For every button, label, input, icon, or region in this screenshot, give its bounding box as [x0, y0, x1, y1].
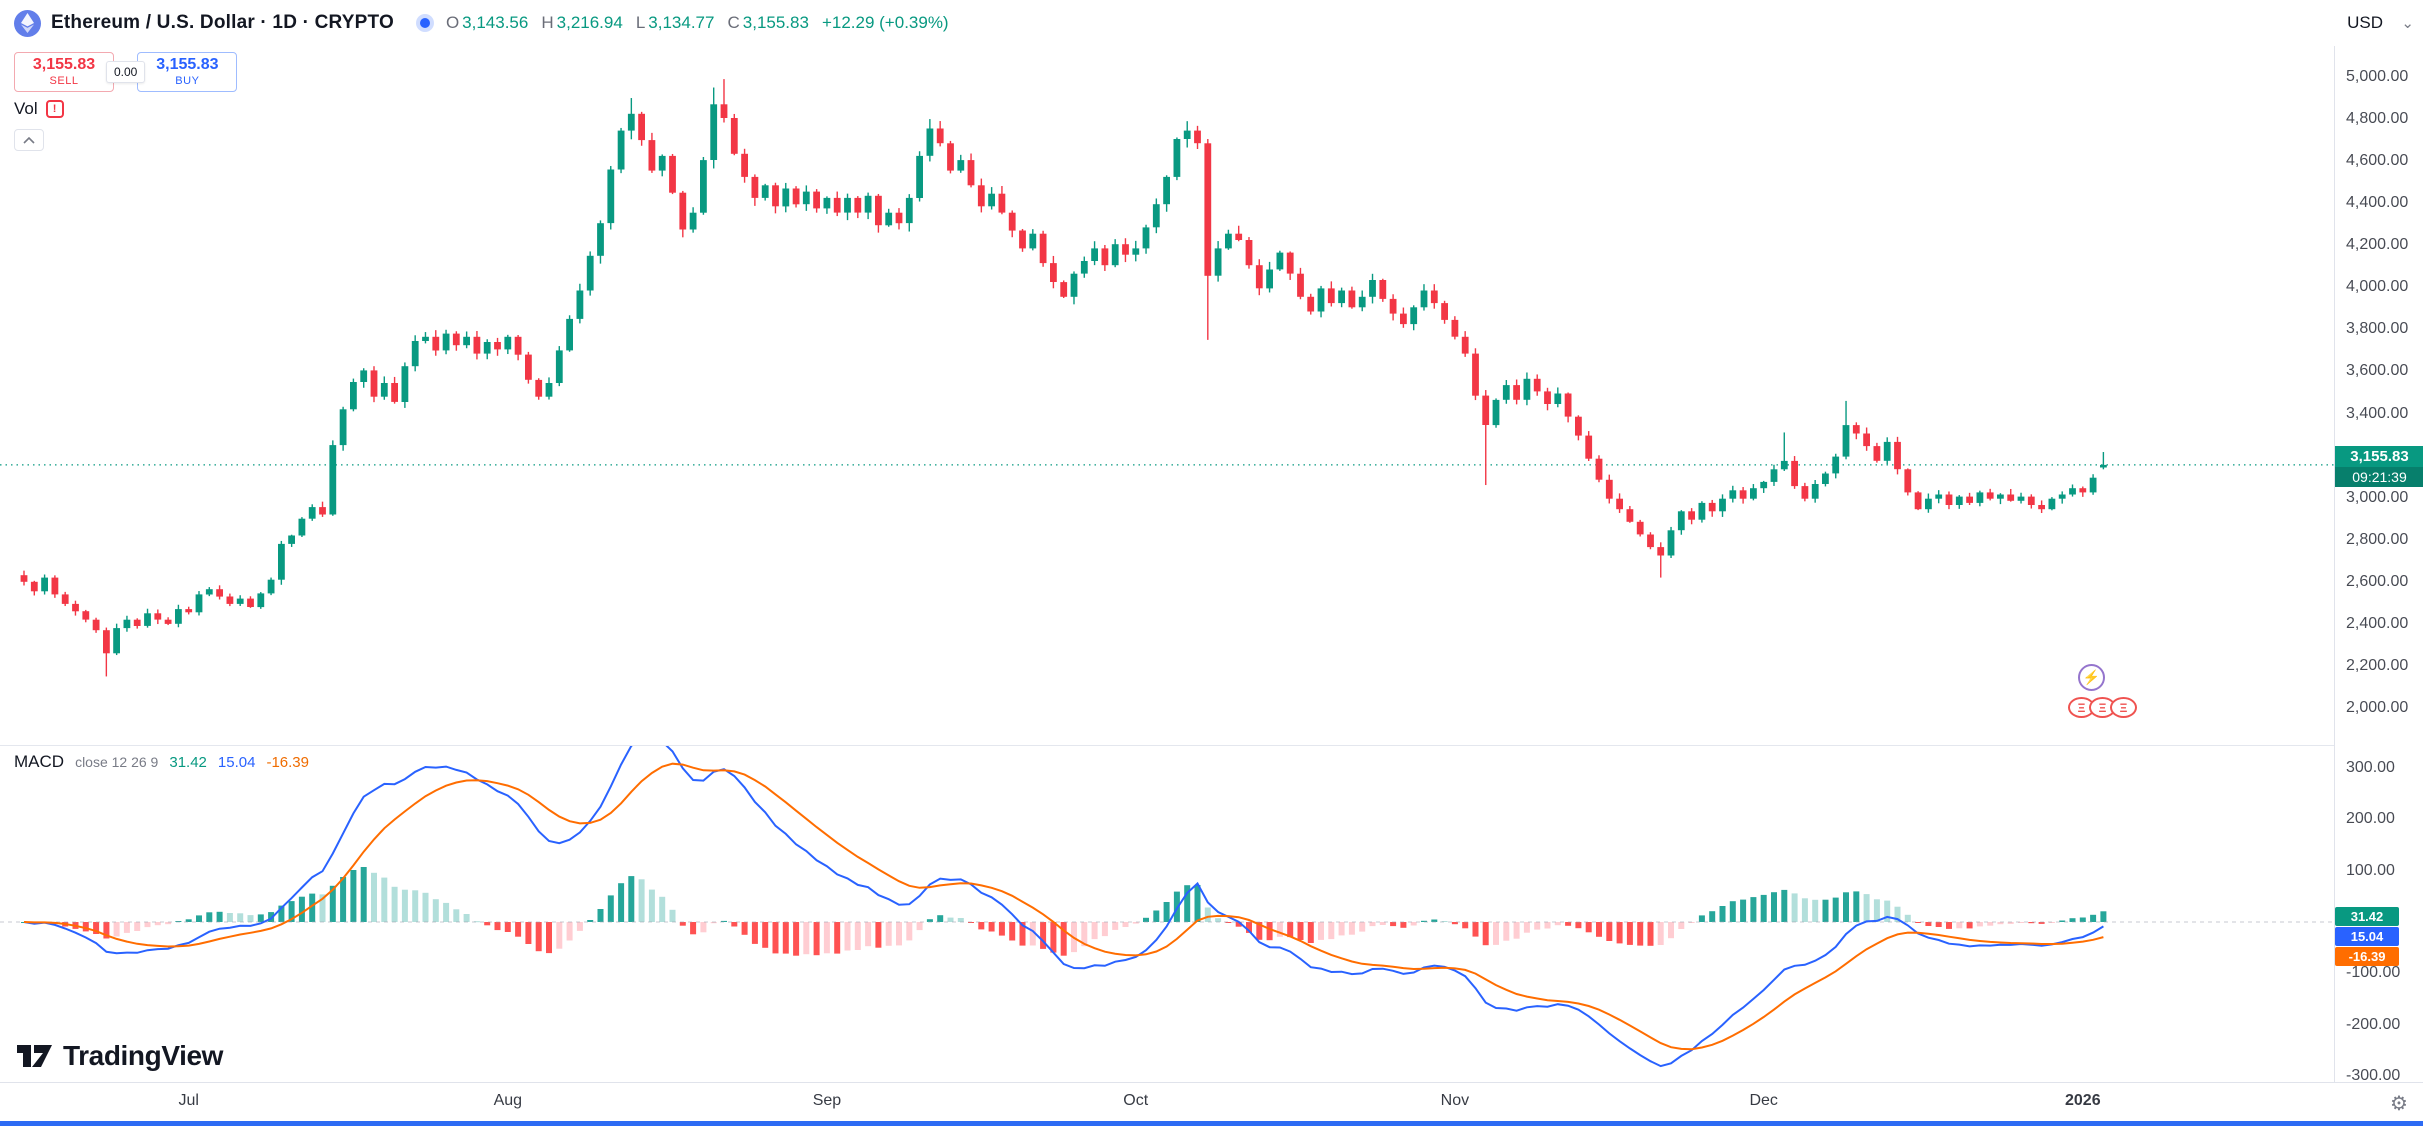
macd-axis-label: -200.00: [2346, 1015, 2401, 1033]
sell-button[interactable]: 3,155.83 SELL: [14, 52, 114, 92]
high-label: H: [541, 13, 554, 32]
currency-label[interactable]: USD: [2347, 13, 2383, 32]
macd-line-value: 15.04: [217, 754, 256, 771]
time-axis-label: Oct: [1123, 1092, 1149, 1109]
macd-axis-label: 200.00: [2346, 810, 2395, 828]
macd-indicator-chart[interactable]: [0, 746, 2334, 1082]
time-axis-label: Sep: [812, 1092, 842, 1109]
macd-axis-label: -300.00: [2346, 1066, 2401, 1084]
price-axis-label: 3,600.00: [2346, 362, 2409, 380]
macd-legend: MACD close 12 26 9 31.42 15.04 -16.39: [14, 752, 309, 772]
price-axis-label: 4,600.00: [2346, 152, 2409, 170]
price-axis-label: 2,000.00: [2346, 698, 2409, 716]
macd-signal-axis-tag: -16.39: [2335, 947, 2399, 966]
event-badge-icon[interactable]: Ξ: [2110, 697, 2137, 718]
volume-legend: Vol !: [14, 99, 64, 119]
current-price-value: 3,155.83: [2335, 446, 2423, 467]
time-axis-label: Aug: [493, 1092, 523, 1109]
price-axis-label: 3,000.00: [2346, 488, 2409, 506]
ohlc-values: O 3,143.56 H 3,216.94 L 3,134.77 C 3,155.83: [446, 13, 809, 33]
sell-label: SELL: [49, 75, 79, 87]
currency-group: USD ⌄: [2347, 0, 2423, 46]
time-axis[interactable]: Jul Aug Sep Oct Nov Dec 2026: [0, 1082, 2423, 1126]
price-axis-label: 2,600.00: [2346, 572, 2409, 590]
sell-price: 3,155.83: [32, 56, 96, 73]
current-price-label[interactable]: 3,155.83 09:21:39: [2335, 446, 2423, 487]
low-value: 3,134.77: [648, 13, 715, 32]
buy-label: BUY: [175, 75, 200, 87]
tradingview-logo[interactable]: TradingView: [16, 1040, 223, 1072]
tradingview-brand-text: TradingView: [63, 1040, 224, 1071]
time-axis-label: Nov: [1440, 1092, 1470, 1109]
time-axis-label: Jul: [178, 1092, 199, 1109]
spread-value: 0.00: [106, 61, 146, 83]
event-badges: Ξ Ξ Ξ: [2068, 697, 2137, 718]
price-change: +12.29 (+0.39%): [821, 13, 949, 32]
time-axis-label: Dec: [1749, 1092, 1778, 1109]
macd-line-axis-tag: 15.04: [2335, 927, 2399, 946]
macd-axis-label: 300.00: [2346, 759, 2395, 776]
buy-sell-widget: 3,155.83 SELL 0.00 3,155.83 BUY: [14, 52, 238, 92]
price-axis-label: 4,200.00: [2346, 236, 2409, 254]
candlestick-chart[interactable]: [0, 46, 2334, 745]
price-axis[interactable]: 3,155.83 09:21:39 31.42 15.04 -16.39 5,0…: [2334, 46, 2423, 1084]
lightning-event-icon[interactable]: ⚡: [2078, 664, 2105, 691]
price-axis-label: 3,400.00: [2346, 404, 2409, 422]
close-label: C: [727, 13, 740, 32]
price-axis-label: 3,800.00: [2346, 320, 2409, 338]
ethereum-logo-icon: [14, 9, 41, 37]
price-axis-label: 5,000.00: [2346, 68, 2409, 85]
macd-params: close 12 26 9: [75, 754, 159, 770]
chart-header: Ethereum / U.S. Dollar · 1D · CRYPTO O 3,…: [0, 0, 2423, 46]
macd-title[interactable]: MACD: [14, 752, 65, 771]
event-badge-icon[interactable]: Ξ: [2089, 697, 2116, 718]
symbol-title[interactable]: Ethereum / U.S. Dollar · 1D · CRYPTO: [51, 12, 394, 33]
chevron-up-icon: [23, 136, 35, 144]
open-label: O: [445, 13, 460, 32]
macd-axis-label: 100.00: [2346, 861, 2395, 879]
gear-icon[interactable]: ⚙: [2390, 1093, 2408, 1115]
collapse-panel-button[interactable]: [14, 129, 44, 151]
low-label: L: [635, 13, 646, 32]
macd-axis-label: -100.00: [2346, 964, 2401, 982]
price-axis-label: 4,800.00: [2346, 110, 2409, 128]
high-value: 3,216.94: [556, 13, 623, 32]
bottom-accent-bar: [0, 1121, 2423, 1126]
market-status-icon[interactable]: [419, 18, 430, 28]
volume-label: Vol: [14, 99, 38, 118]
time-axis-label: 2026: [2065, 1092, 2101, 1109]
price-axis-label: 4,400.00: [2346, 194, 2409, 212]
price-axis-label: 2,800.00: [2346, 530, 2409, 548]
pane-separator[interactable]: [0, 745, 2423, 746]
macd-hist-axis-tag: 31.42: [2335, 907, 2399, 926]
price-axis-label: 2,200.00: [2346, 656, 2409, 674]
price-axis-label: 4,000.00: [2346, 278, 2409, 296]
buy-price: 3,155.83: [156, 56, 219, 73]
open-value: 3,143.56: [462, 13, 529, 32]
buy-button[interactable]: 3,155.83 BUY: [137, 52, 238, 92]
tradingview-logo-icon: [17, 1044, 52, 1067]
bar-countdown: 09:21:39: [2335, 467, 2423, 487]
chevron-down-icon[interactable]: ⌄: [2401, 15, 2414, 32]
close-value: 3,155.83: [742, 13, 809, 32]
warning-icon[interactable]: !: [45, 100, 64, 118]
macd-signal-value: -16.39: [266, 754, 309, 771]
price-axis-label: 2,400.00: [2346, 614, 2409, 632]
macd-hist-value: 31.42: [169, 754, 207, 771]
